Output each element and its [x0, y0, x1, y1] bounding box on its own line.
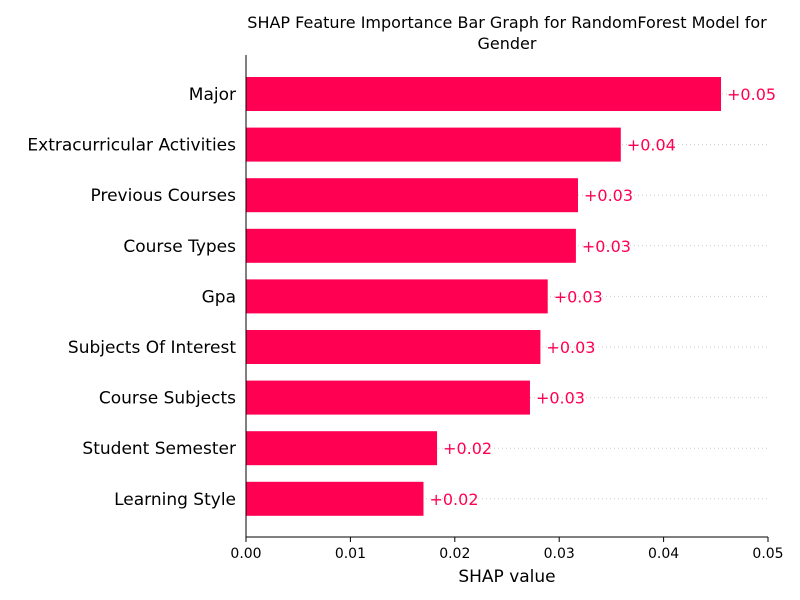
chart-title-line-1: SHAP Feature Importance Bar Graph for Ra…	[247, 13, 767, 32]
bar	[246, 330, 541, 364]
feature-label: Subjects Of Interest	[68, 338, 236, 358]
bars	[246, 77, 722, 516]
bar	[246, 380, 530, 415]
bar	[246, 431, 438, 466]
feature-label: Gpa	[202, 287, 236, 307]
x-tick-label: 0.04	[648, 546, 679, 562]
feature-label: Major	[189, 85, 236, 105]
x-tick-label: 0.02	[439, 546, 470, 562]
x-axis-label: SHAP value	[458, 567, 555, 587]
chart-title: SHAP Feature Importance Bar Graph for Ra…	[247, 13, 767, 53]
feature-labels: Major Extracurricular Activities Previous …	[27, 85, 236, 510]
value-label: +0.03	[554, 287, 603, 306]
x-tick-label: 0.01	[335, 546, 366, 562]
value-label: +0.05	[727, 85, 776, 104]
bar	[246, 77, 722, 111]
value-label: +0.04	[627, 136, 676, 155]
value-label: +0.03	[584, 186, 633, 205]
value-label: +0.02	[443, 439, 492, 458]
value-labels: +0.05 +0.04 +0.03 +0.03 +0.03 +0.03 +0.03 +0.02…	[429, 85, 776, 509]
value-label: +0.03	[536, 389, 585, 408]
feature-label: Extracurricular Activities	[27, 136, 236, 156]
x-tick-label: 0.03	[544, 546, 575, 562]
value-label: +0.03	[546, 338, 595, 357]
feature-label: Course Subjects	[99, 389, 236, 409]
feature-label: Course Types	[123, 237, 236, 257]
feature-label: Learning Style	[114, 490, 236, 510]
bar	[246, 279, 548, 314]
feature-label: Student Semester	[82, 439, 236, 459]
x-tick-label: 0.00	[230, 546, 261, 562]
axes	[245, 55, 768, 538]
bar	[246, 178, 578, 213]
value-label: +0.03	[582, 237, 631, 256]
x-ticks: 0.00 0.01 0.02 0.03 0.04 0.05	[230, 537, 784, 562]
feature-label: Previous Courses	[91, 186, 237, 206]
bar	[246, 127, 621, 162]
x-tick-label: 0.05	[752, 546, 783, 562]
chart-title-line-2: Gender	[478, 34, 537, 53]
bar	[246, 228, 576, 263]
bar	[246, 481, 424, 516]
value-label: +0.02	[429, 490, 478, 509]
